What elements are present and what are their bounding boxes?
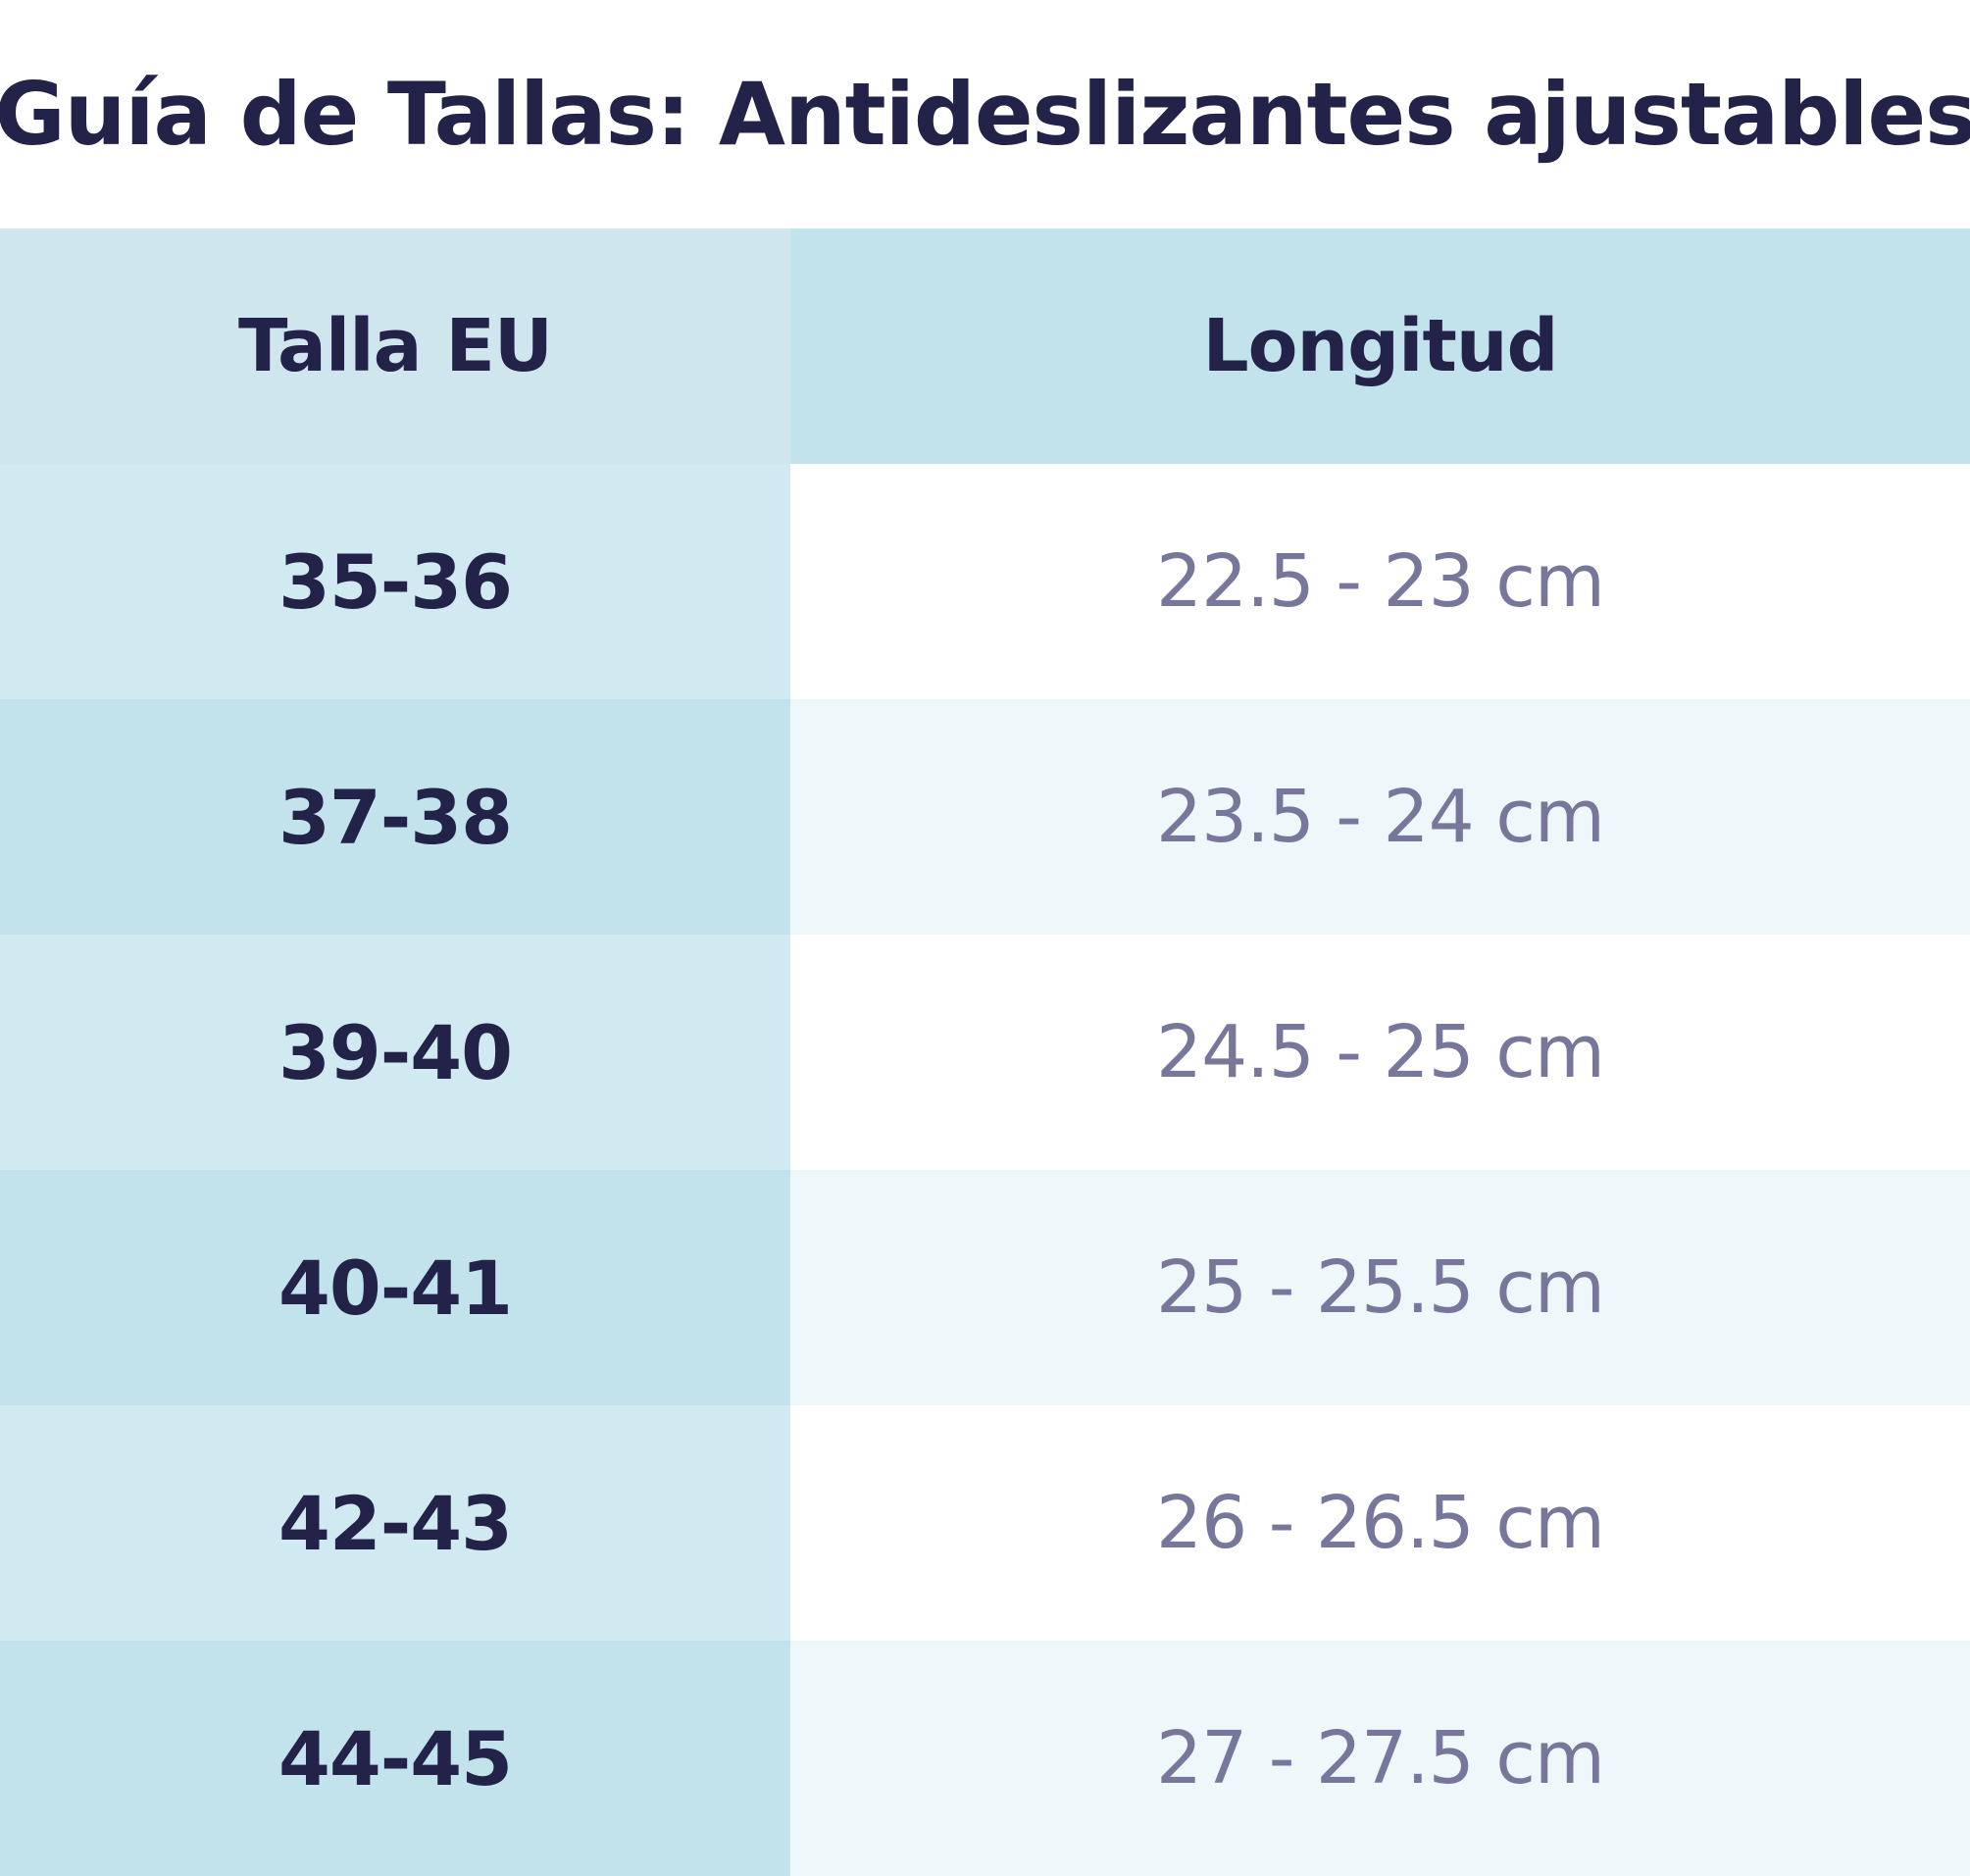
size-cell: 42-43 <box>0 1405 790 1641</box>
length-cell: 23.5 - 24 cm <box>790 699 1970 935</box>
length-cell: 24.5 - 25 cm <box>790 935 1970 1170</box>
size-table: Talla EU Longitud 35-36 22.5 - 23 cm 37-… <box>0 228 1970 1876</box>
length-cell: 26 - 26.5 cm <box>790 1405 1970 1641</box>
length-cell: 25 - 25.5 cm <box>790 1170 1970 1405</box>
length-cell: 27 - 27.5 cm <box>790 1641 1970 1876</box>
length-cell: 22.5 - 23 cm <box>790 464 1970 699</box>
size-cell: 40-41 <box>0 1170 790 1405</box>
table-header-row: Talla EU Longitud <box>0 228 1970 464</box>
table-row: 42-43 26 - 26.5 cm <box>0 1405 1970 1641</box>
size-cell: 35-36 <box>0 464 790 699</box>
table-row: 39-40 24.5 - 25 cm <box>0 935 1970 1170</box>
header-size: Talla EU <box>0 228 790 464</box>
table-row: 35-36 22.5 - 23 cm <box>0 464 1970 699</box>
size-cell: 44-45 <box>0 1641 790 1876</box>
table-row: 37-38 23.5 - 24 cm <box>0 699 1970 935</box>
size-cell: 37-38 <box>0 699 790 935</box>
header-length: Longitud <box>790 228 1970 464</box>
page-title: Guía de Tallas: Antideslizantes ajustabl… <box>0 64 1970 165</box>
size-cell: 39-40 <box>0 935 790 1170</box>
table-row: 40-41 25 - 25.5 cm <box>0 1170 1970 1405</box>
table-row: 44-45 27 - 27.5 cm <box>0 1641 1970 1876</box>
